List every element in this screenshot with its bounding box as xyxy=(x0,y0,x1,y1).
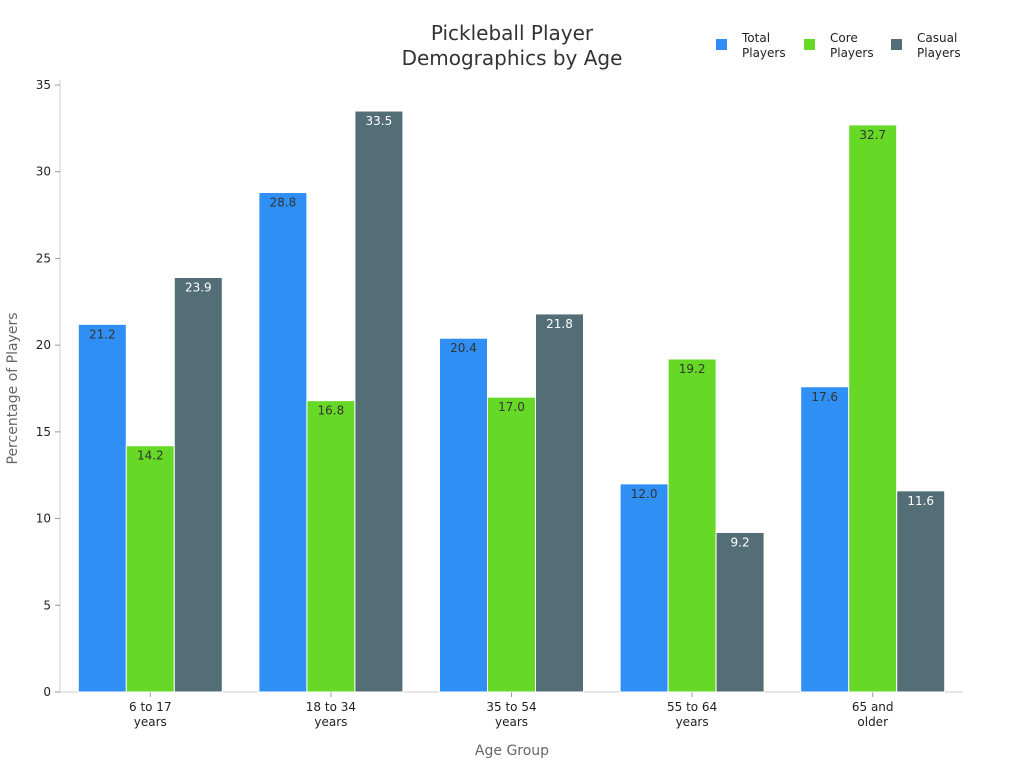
bar xyxy=(354,110,404,693)
y-tick-label: 35 xyxy=(36,78,51,92)
bar-value-label: 19.2 xyxy=(679,362,706,376)
axes: 0 5 10 15 20 25 30 35 Percentage of Players Age G… xyxy=(5,78,963,759)
y-tick-label: 15 xyxy=(36,425,51,439)
bar-value-label: 14.2 xyxy=(137,449,164,463)
bar-value-label: 28.8 xyxy=(270,196,297,210)
legend-label: Total Players xyxy=(741,31,786,60)
y-tick-label: 5 xyxy=(43,598,51,612)
chart-title-text: Pickleball Player Demographics by Age xyxy=(402,21,623,70)
bar xyxy=(800,386,850,693)
bar xyxy=(896,490,946,693)
bar xyxy=(619,483,669,693)
bar xyxy=(258,192,308,693)
x-tick-label: 6 to 17 years xyxy=(129,700,172,729)
bar xyxy=(848,124,898,693)
bar-value-label: 33.5 xyxy=(366,114,393,128)
legend: Total Players Core Players Casual Players xyxy=(716,31,961,60)
legend-label: Core Players xyxy=(830,31,874,60)
bar-value-label: 20.4 xyxy=(450,341,477,355)
bar-value-label: 9.2 xyxy=(731,535,750,549)
bar xyxy=(77,323,127,693)
y-tick-label: 0 xyxy=(43,685,51,699)
bars: 21.2 14.2 23.9 28.8 16.8 33.5 20.4 17.0 21.8 12.0… xyxy=(77,110,946,693)
bar-value-label: 16.8 xyxy=(318,404,345,418)
bar xyxy=(667,358,717,693)
y-tick-label: 25 xyxy=(36,251,51,265)
bar xyxy=(306,400,356,693)
y-tick-label: 20 xyxy=(36,338,51,352)
bar-value-label: 32.7 xyxy=(859,128,886,142)
y-axis-title: Percentage of Players xyxy=(5,312,21,464)
bar-value-label: 17.0 xyxy=(498,400,525,414)
bar-value-label: 23.9 xyxy=(185,281,212,295)
x-tick-label: 18 to 34 years xyxy=(306,700,356,729)
x-axis-title: Age Group xyxy=(475,743,549,759)
legend-label: Casual Players xyxy=(917,31,961,60)
bar xyxy=(173,277,223,693)
chart-title: Pickleball Player Demographics by Age xyxy=(402,21,623,70)
legend-swatch xyxy=(716,39,727,50)
bar xyxy=(125,445,175,693)
bar xyxy=(487,396,536,693)
bar-value-label: 17.6 xyxy=(811,390,838,404)
bar-value-label: 21.2 xyxy=(89,327,116,341)
x-tick-label: 65 and older xyxy=(852,700,894,729)
legend-swatch xyxy=(804,39,815,50)
x-tick-label: 35 to 54 years xyxy=(486,700,536,729)
bar xyxy=(715,531,765,693)
bar-value-label: 21.8 xyxy=(546,317,573,331)
legend-swatch xyxy=(891,39,902,50)
bar-value-label: 11.6 xyxy=(907,494,934,508)
y-tick-label: 30 xyxy=(36,165,51,179)
y-tick-label: 10 xyxy=(36,512,51,526)
bar xyxy=(535,313,584,693)
bar xyxy=(439,337,488,693)
x-tick-label: 55 to 64 years xyxy=(667,700,717,729)
bar-value-label: 12.0 xyxy=(631,487,658,501)
